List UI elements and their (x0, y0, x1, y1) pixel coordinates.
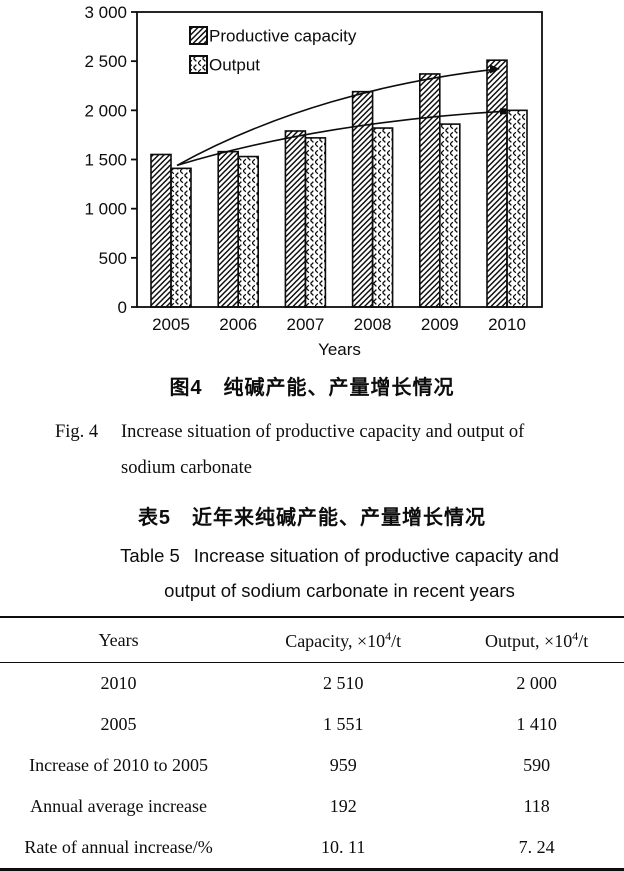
bar-productive-capacity-2009 (418, 73, 441, 308)
legend-swatch-output (189, 55, 208, 74)
legend-label-productive-capacity: Productive capacity (209, 27, 357, 46)
figure4-caption-en: Fig. 4 Increase situation of productive … (0, 414, 624, 486)
y-tick-label: 1 000 (84, 200, 127, 219)
table5-caption-label: Table 5 (120, 545, 180, 566)
figure4-chart-svg: 0 500 1 000 1 500 2 000 2 500 3 000 2005 2006 200… (84, 3, 543, 359)
bar-productive-capacity-2010 (486, 59, 508, 308)
x-tick-label-2007: 2007 (286, 315, 324, 334)
table5-cell-0-1: 2 510 (322, 673, 364, 693)
table5-col-header-0: Years (0, 616, 238, 663)
table5: Years Capacity, ×104/t Output, ×104/t 2010… (0, 616, 624, 871)
bar-output-2007 (304, 137, 327, 308)
table5-cell-0-2: 2 000 (516, 673, 557, 693)
table5-cell-2-1: 959 (329, 755, 357, 775)
table5-row-0: 2010 2 510 2 000 (0, 663, 624, 705)
bar-productive-capacity-2007 (284, 130, 307, 308)
table5-col-header-1: Capacity, ×104/t (237, 616, 450, 663)
bar-productive-capacity-2005 (150, 153, 172, 308)
table5-cell-1-0: 2005 (100, 714, 137, 734)
table5-cell-0-0: 2010 (100, 673, 137, 693)
table5-cell-3-1: 192 (329, 796, 357, 816)
bar-output-2006 (237, 155, 259, 308)
x-tick-label-2008: 2008 (354, 315, 392, 334)
y-tick-label: 0 (118, 298, 127, 317)
table5-cell-2-2: 590 (523, 755, 551, 775)
y-tick-label: 2 500 (84, 52, 127, 71)
table5-caption-line2: output of sodium carbonate in recent yea… (164, 580, 515, 601)
figure4-caption-line2: sodium carbonate (121, 458, 252, 478)
table5-caption-en: Table 5 Increase situation of productive … (0, 538, 624, 608)
bar-productive-capacity-2006 (217, 150, 239, 308)
table5-caption-line1: Increase situation of productive capacit… (193, 545, 559, 566)
table5-cell-3-2: 118 (523, 796, 550, 816)
legend-swatch-productive-capacity (189, 26, 208, 45)
table5-row-2: Increase of 2010 to 2005 959 590 (0, 745, 624, 786)
figure4-chart: 0 500 1 000 1 500 2 000 2 500 3 000 2005 2006 200… (0, 0, 624, 360)
figure4-caption-line1: Increase situation of productive capacit… (121, 422, 525, 442)
trend-output-end-marker (500, 108, 506, 115)
bar-output-2005 (170, 167, 192, 308)
table5-cell-1-1: 1 551 (322, 714, 364, 734)
table5-caption-zh: 表5 近年来纯碱产能、产量增长情况 (137, 507, 487, 529)
table5-cell-1-2: 1 410 (516, 714, 557, 734)
table5-cell-3-0: Annual average increase (30, 796, 207, 816)
y-tick-label: 3 000 (84, 3, 127, 22)
table5-row-4: Rate of annual increase/% 10. 11 7. 24 (0, 827, 624, 871)
figure4-caption-label: Fig. 4 (55, 422, 99, 442)
bar-output-2010 (506, 109, 528, 308)
trend-capacity-end-marker (490, 64, 500, 74)
trend-curve-output (176, 110, 504, 167)
y-tick-label: 1 500 (84, 151, 127, 170)
table5-header-row: Years Capacity, ×104/t Output, ×104/t (0, 616, 624, 663)
y-tick-label: 500 (99, 249, 127, 268)
trend-curve-capacity (176, 68, 498, 167)
table5-col-header-2: Output, ×104/t (449, 616, 624, 663)
y-tick-label: 2 000 (84, 101, 127, 120)
legend-label-output: Output (209, 56, 260, 75)
table5-cell-2-0: Increase of 2010 to 2005 (29, 755, 209, 775)
bar-output-2009 (438, 123, 461, 308)
table5-cell-4-2: 7. 24 (449, 827, 624, 871)
x-tick-label-2005: 2005 (152, 315, 190, 334)
table5-cell-4-0: Rate of annual increase/% (0, 827, 238, 871)
table5-row-1: 2005 1 551 1 410 (0, 704, 624, 745)
figure4-caption-zh: 图4 纯碱产能、产量增长情况 (169, 377, 455, 399)
x-tick-label-2009: 2009 (421, 315, 459, 334)
x-axis-title: Years (318, 340, 361, 359)
x-tick-label-2010: 2010 (488, 315, 526, 334)
table5-row-3: Annual average increase 192 118 (0, 786, 624, 827)
x-tick-label-2006: 2006 (219, 315, 257, 334)
table5-cell-4-1: 10. 11 (237, 827, 450, 871)
bar-output-2008 (371, 127, 394, 308)
